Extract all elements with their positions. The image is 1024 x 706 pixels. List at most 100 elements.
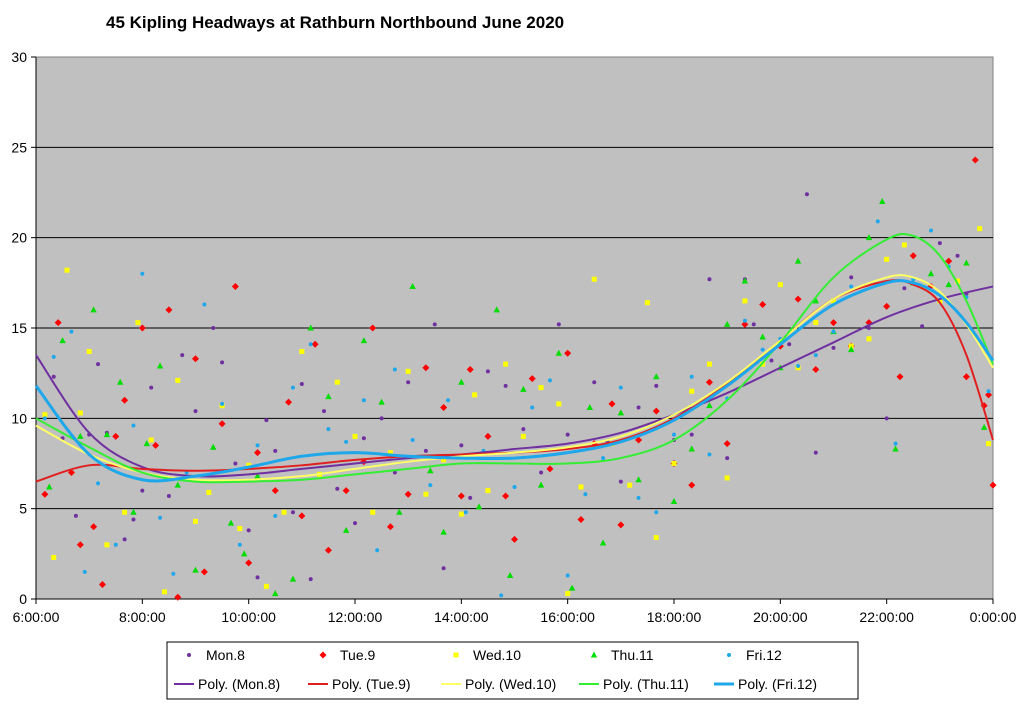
point-tue-9: [608, 400, 616, 408]
point-tue-9: [909, 252, 917, 260]
point-tue-9: [812, 366, 820, 374]
y-tick-label: 30: [11, 49, 27, 65]
point-fri-12: [308, 342, 313, 347]
point-thu-11: [46, 483, 53, 490]
trendline-mon-8: [35, 285, 994, 478]
y-tick-label: 5: [19, 501, 27, 517]
y-tick-label: 25: [11, 139, 27, 155]
point-thu-11: [360, 337, 368, 344]
point-fri-12: [51, 354, 56, 359]
point-thu-11: [980, 423, 988, 430]
point-wed-10: [671, 461, 677, 466]
point-mon-8: [131, 517, 136, 522]
point-wed-10: [556, 401, 562, 407]
point-tue-9: [511, 535, 518, 543]
point-tue-9: [271, 487, 279, 495]
point-fri-12: [928, 228, 933, 233]
chart-title: 45 Kipling Headways at Rathburn Northbou…: [106, 13, 564, 32]
point-mon-8: [920, 324, 925, 329]
point-mon-8: [937, 241, 942, 246]
point-mon-8: [813, 450, 818, 455]
point-tue-9: [192, 355, 199, 363]
point-mon-8: [902, 286, 907, 291]
point-mon-8: [423, 448, 428, 453]
point-thu-11: [653, 373, 660, 380]
point-mon-8: [166, 494, 171, 499]
x-tick-label: 12:00:00: [328, 609, 383, 625]
point-mon-8: [804, 192, 809, 197]
trendline-wed-10: [35, 274, 994, 482]
point-thu-11: [143, 440, 150, 447]
point-tue-9: [635, 436, 643, 444]
point-tue-9: [794, 295, 802, 303]
point-wed-10: [423, 491, 429, 497]
y-tick-label: 10: [11, 410, 27, 426]
x-tick-label: 20:00:00: [753, 609, 808, 625]
point-tue-9: [989, 481, 997, 489]
point-mon-8: [432, 322, 437, 327]
point-mon-8: [233, 461, 238, 466]
point-wed-10: [884, 256, 890, 262]
point-tue-9: [342, 487, 350, 495]
point-fri-12: [530, 405, 535, 410]
point-thu-11: [963, 259, 970, 266]
point-thu-11: [210, 443, 217, 450]
point-mon-8: [521, 427, 526, 432]
point-mon-8: [636, 405, 641, 410]
point-tue-9: [896, 373, 904, 381]
point-fri-12: [220, 401, 225, 406]
point-tue-9: [112, 432, 120, 440]
point-thu-11: [568, 584, 576, 591]
point-mon-8: [211, 326, 216, 330]
point-thu-11: [156, 362, 164, 369]
point-thu-11: [227, 519, 235, 526]
point-wed-10: [64, 267, 70, 273]
point-fri-12: [82, 569, 87, 574]
point-fri-12: [618, 385, 623, 390]
point-mon-8: [246, 528, 251, 533]
point-fri-12: [344, 439, 349, 444]
point-thu-11: [848, 346, 855, 353]
point-fri-12: [601, 456, 606, 461]
point-fri-12: [428, 483, 433, 488]
point-fri-12: [672, 432, 676, 437]
x-tick-label: 0:00:00: [970, 609, 1017, 625]
point-fri-12: [392, 367, 397, 372]
point-fri-12: [375, 548, 380, 553]
point-thu-11: [307, 324, 314, 331]
point-mon-8: [255, 575, 260, 580]
point-thu-11: [396, 508, 403, 515]
point-fri-12: [158, 515, 163, 520]
point-fri-12: [290, 385, 295, 390]
point-tue-9: [457, 492, 465, 500]
trendline-thu-11: [35, 232, 994, 484]
point-mon-8: [308, 577, 313, 582]
point-tue-9: [466, 366, 474, 374]
legend-marker-mon-8: [187, 653, 191, 657]
point-fri-12: [565, 573, 570, 578]
point-tue-9: [324, 546, 332, 554]
point-thu-11: [520, 385, 527, 392]
legend-label-fri-12: Fri.12: [746, 647, 782, 663]
point-fri-12: [831, 329, 836, 334]
point-wed-10: [866, 336, 872, 342]
point-mon-8: [392, 470, 397, 475]
point-wed-10: [441, 457, 447, 463]
point-fri-12: [849, 284, 854, 289]
point-wed-10: [653, 535, 659, 541]
point-fri-12: [583, 492, 588, 497]
point-mon-8: [290, 510, 295, 515]
point-mon-8: [769, 358, 774, 363]
point-fri-12: [760, 347, 765, 352]
point-thu-11: [325, 393, 332, 400]
point-wed-10: [986, 441, 992, 447]
point-mon-8: [96, 362, 101, 367]
point-wed-10: [538, 385, 544, 391]
legend-label-mon-8: Mon.8: [206, 647, 245, 663]
point-tue-9: [546, 465, 554, 473]
point-thu-11: [537, 481, 545, 488]
point-mon-8: [51, 374, 56, 379]
point-mon-8: [73, 513, 78, 518]
point-thu-11: [254, 472, 261, 479]
